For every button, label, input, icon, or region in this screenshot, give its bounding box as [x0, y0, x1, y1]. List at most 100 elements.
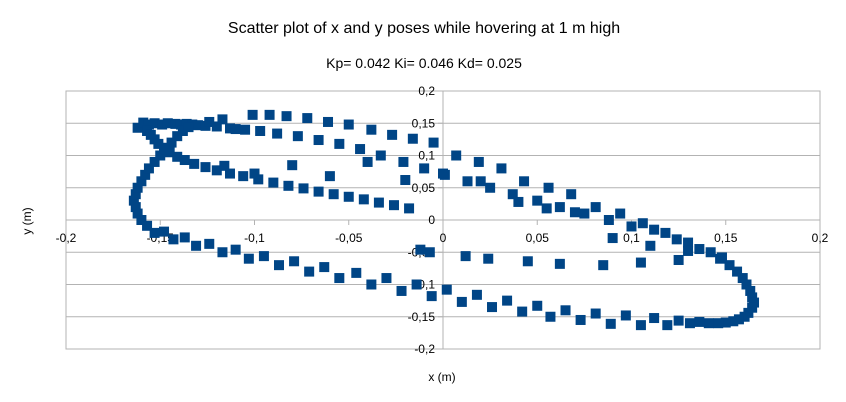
y-tick-label: 0,1: [418, 149, 435, 163]
data-point: [142, 220, 153, 231]
y-tick-label: 0,2: [418, 84, 435, 98]
data-point: [192, 120, 203, 131]
data-point: [211, 165, 222, 176]
data-point: [136, 176, 147, 187]
data-point: [153, 138, 164, 149]
data-point: [724, 260, 735, 271]
data-point: [324, 171, 335, 182]
data-point: [149, 156, 160, 167]
data-point: [485, 182, 496, 193]
chart-title: Scatter plot of x and y poses while hove…: [228, 20, 620, 37]
data-point: [170, 118, 181, 129]
data-point: [749, 297, 760, 308]
data-point: [132, 208, 143, 219]
data-point: [249, 168, 260, 179]
data-point: [191, 240, 202, 251]
data-point: [172, 131, 183, 142]
data-point: [579, 208, 590, 219]
data-point: [334, 138, 345, 149]
data-point: [473, 156, 484, 167]
data-point: [635, 320, 646, 331]
data-point: [411, 279, 422, 290]
data-point: [319, 262, 330, 273]
data-point: [373, 197, 384, 208]
data-point: [375, 150, 386, 161]
data-point: [683, 237, 694, 248]
data-point: [747, 302, 758, 313]
data-point: [343, 119, 354, 130]
data-point: [451, 150, 462, 161]
data-point: [175, 119, 186, 130]
data-point: [400, 175, 411, 186]
data-point: [164, 147, 175, 158]
data-point: [264, 109, 275, 120]
y-tick-label: 0,05: [412, 181, 436, 195]
data-point: [149, 118, 160, 129]
data-point: [541, 203, 552, 214]
data-point: [684, 318, 695, 329]
data-point: [230, 124, 241, 135]
data-point: [522, 256, 533, 267]
data-point: [143, 119, 154, 130]
data-point: [728, 316, 739, 327]
data-point: [132, 182, 143, 193]
data-point: [283, 180, 294, 191]
data-point: [626, 221, 637, 232]
data-point: [258, 251, 269, 262]
data-point: [328, 189, 339, 200]
y-tick-label: -0,2: [414, 342, 435, 356]
data-point: [140, 169, 151, 180]
data-point: [172, 151, 183, 162]
data-point: [598, 260, 609, 271]
data-point: [200, 162, 211, 173]
y-tick-label: 0: [428, 213, 435, 227]
x-tick-label: -0,05: [335, 231, 363, 245]
data-point: [398, 156, 409, 167]
data-point: [660, 227, 671, 238]
data-point: [224, 168, 235, 179]
data-point: [496, 163, 507, 174]
data-point: [747, 292, 758, 303]
data-point: [424, 247, 435, 258]
data-point: [471, 289, 482, 300]
data-point: [351, 267, 362, 278]
data-point: [441, 284, 452, 295]
data-point: [177, 125, 188, 136]
data-point: [507, 189, 518, 200]
data-point: [157, 119, 168, 130]
data-point: [519, 176, 530, 187]
x-tick-label: 0,2: [812, 231, 829, 245]
data-point: [456, 296, 467, 307]
data-point: [662, 320, 673, 331]
data-point: [247, 109, 258, 120]
data-point: [620, 310, 631, 321]
data-point: [502, 295, 513, 306]
x-tick-label: -0,1: [244, 231, 265, 245]
data-point: [590, 308, 601, 319]
data-point: [211, 121, 222, 132]
data-point: [298, 183, 309, 194]
data-point: [179, 155, 190, 166]
data-point: [396, 285, 407, 296]
data-point: [204, 238, 215, 249]
data-point: [217, 114, 228, 125]
x-axis-label: x (m): [428, 370, 455, 384]
data-point: [224, 123, 235, 134]
y-tick-label: -0,15: [408, 310, 436, 324]
axes: [65, 90, 821, 350]
data-point: [343, 191, 354, 202]
data-point: [166, 137, 177, 148]
data-point: [204, 116, 215, 127]
data-point: [272, 128, 283, 139]
data-point: [159, 226, 170, 237]
data-point: [703, 318, 714, 329]
data-point: [575, 314, 586, 325]
data-point: [705, 247, 716, 258]
data-point: [130, 202, 141, 213]
data-point: [649, 224, 660, 235]
data-point: [387, 129, 398, 140]
data-point: [426, 291, 437, 302]
data-point: [460, 251, 471, 262]
data-point: [268, 177, 279, 188]
data-point: [149, 227, 160, 238]
